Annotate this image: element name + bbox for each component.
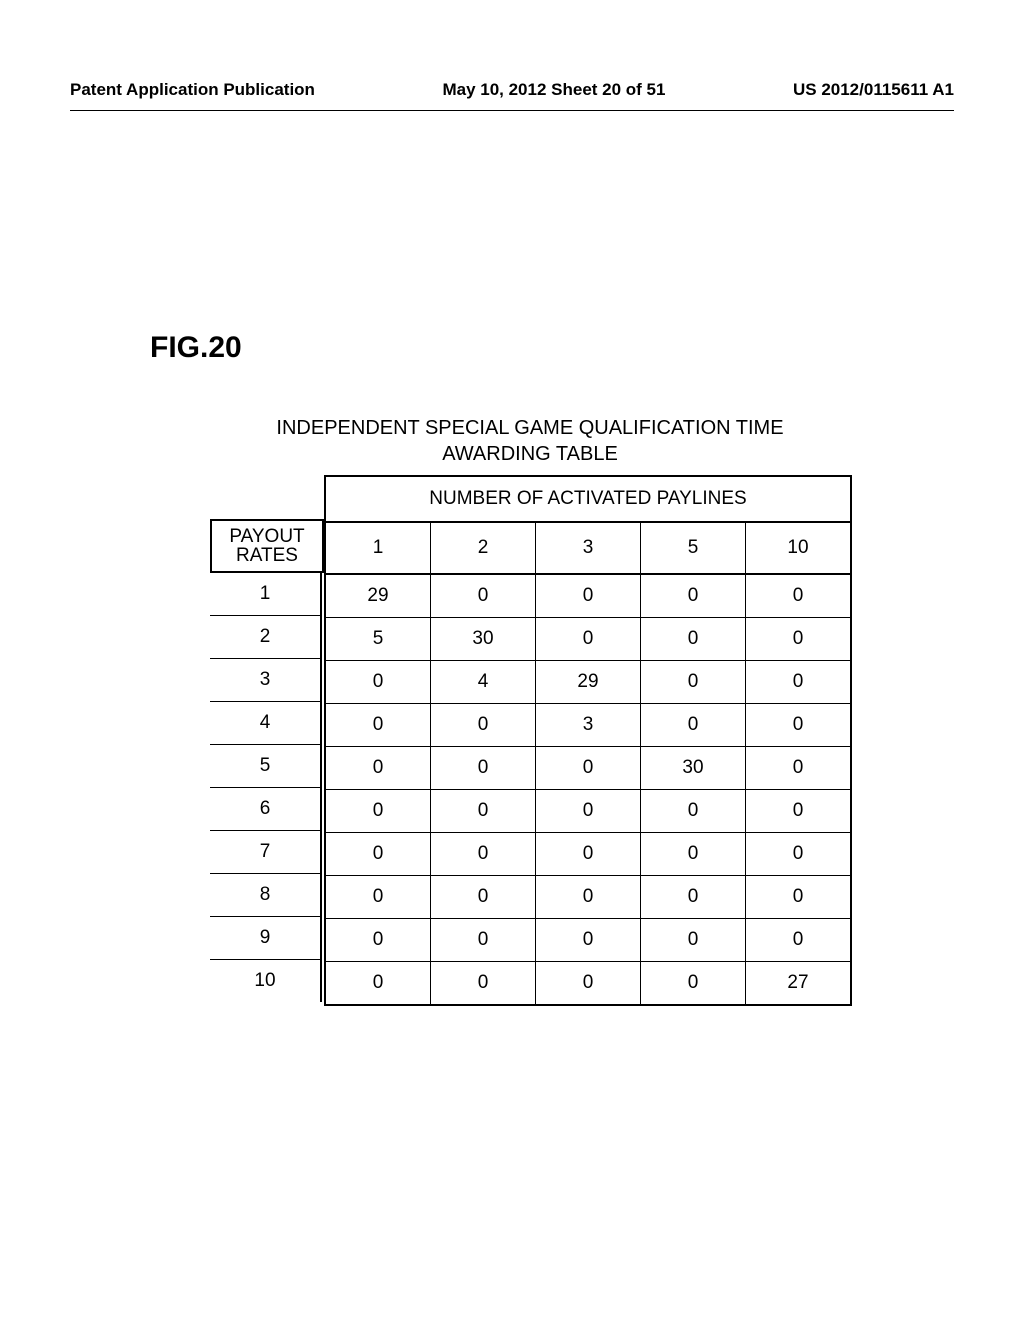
table-cell: 0 <box>641 575 746 618</box>
header-left: Patent Application Publication <box>70 80 315 100</box>
row-label: 2 <box>210 616 322 659</box>
table-cell: 29 <box>326 575 431 618</box>
figure-label: FIG.20 <box>150 331 954 365</box>
column-header: 1 <box>326 523 431 575</box>
table-cell: 0 <box>746 747 850 790</box>
table-cell: 0 <box>326 919 431 962</box>
table-cell: 0 <box>746 790 850 833</box>
table-cell: 0 <box>536 618 641 661</box>
table-cell: 27 <box>746 962 850 1004</box>
table-cell: 0 <box>431 704 536 747</box>
table-row: 0 0 0 0 0 <box>326 919 850 962</box>
column-header: 2 <box>431 523 536 575</box>
row-label: 10 <box>210 960 322 1002</box>
table-cell: 4 <box>431 661 536 704</box>
row-label: 8 <box>210 874 322 917</box>
page-header: Patent Application Publication May 10, 2… <box>70 80 954 111</box>
table-cell: 3 <box>536 704 641 747</box>
table-title-line2: AWARDING TABLE <box>442 443 618 465</box>
table-cell: 0 <box>746 661 850 704</box>
table-cell: 0 <box>536 962 641 1004</box>
table-row: 0 0 0 30 0 <box>326 747 850 790</box>
table-cell: 29 <box>536 661 641 704</box>
table-cell: 0 <box>641 618 746 661</box>
table-cell: 30 <box>641 747 746 790</box>
table-row: 29 0 0 0 0 <box>326 575 850 618</box>
table-cell: 0 <box>746 833 850 876</box>
table-cell: 30 <box>431 618 536 661</box>
table-row: 5 30 0 0 0 <box>326 618 850 661</box>
table-cell: 0 <box>431 747 536 790</box>
table-cell: 0 <box>431 962 536 1004</box>
table-row: 0 0 0 0 0 <box>326 876 850 919</box>
table-cell: 0 <box>641 919 746 962</box>
table-row: 0 4 29 0 0 <box>326 661 850 704</box>
table-title: INDEPENDENT SPECIAL GAME QUALIFICATION T… <box>210 415 850 467</box>
table-cell: 0 <box>431 876 536 919</box>
table-cell: 0 <box>746 876 850 919</box>
table-cell: 0 <box>641 962 746 1004</box>
table-title-line1: INDEPENDENT SPECIAL GAME QUALIFICATION T… <box>276 417 783 439</box>
row-label: 7 <box>210 831 322 874</box>
table-cell: 0 <box>536 790 641 833</box>
table-cell: 0 <box>431 919 536 962</box>
table-cell: 0 <box>746 704 850 747</box>
header-right: US 2012/0115611 A1 <box>793 80 954 100</box>
table-row: 0 0 0 0 27 <box>326 962 850 1004</box>
stub-header: PAYOUT RATES <box>210 519 324 573</box>
column-header: 10 <box>746 523 850 575</box>
row-label: 6 <box>210 788 322 831</box>
table-cell: 0 <box>326 704 431 747</box>
column-header: 5 <box>641 523 746 575</box>
table-cell: 0 <box>536 833 641 876</box>
row-label: 9 <box>210 917 322 960</box>
column-header: 3 <box>536 523 641 575</box>
table-cell: 0 <box>536 575 641 618</box>
header-center: May 10, 2012 Sheet 20 of 51 <box>442 80 665 100</box>
table-row: 0 0 0 0 0 <box>326 833 850 876</box>
table-cell: 0 <box>746 919 850 962</box>
table-cell: 0 <box>431 833 536 876</box>
table-cell: 0 <box>536 876 641 919</box>
table-cell: 0 <box>746 575 850 618</box>
table-row: 0 0 3 0 0 <box>326 704 850 747</box>
row-label: 3 <box>210 659 322 702</box>
row-label: 5 <box>210 745 322 788</box>
column-header-row: 1 2 3 5 10 <box>326 523 850 575</box>
table-cell: 0 <box>431 575 536 618</box>
table-cell: 0 <box>431 790 536 833</box>
stub-spacer <box>210 475 324 519</box>
table-cell: 0 <box>326 962 431 1004</box>
table-cell: 0 <box>326 790 431 833</box>
table-row: 0 0 0 0 0 <box>326 790 850 833</box>
row-label: 4 <box>210 702 322 745</box>
table-cell: 0 <box>641 790 746 833</box>
table-cell: 0 <box>641 704 746 747</box>
table-stub-column: PAYOUT RATES 1 2 3 4 5 6 7 8 9 10 <box>210 475 324 1006</box>
table-cell: 0 <box>536 919 641 962</box>
table-cell: 0 <box>641 876 746 919</box>
table-cell: 0 <box>326 661 431 704</box>
table-cell: 0 <box>536 747 641 790</box>
table-cell: 0 <box>641 833 746 876</box>
table-grid: NUMBER OF ACTIVATED PAYLINES 1 2 3 5 10 … <box>324 475 852 1006</box>
row-label: 1 <box>210 573 322 616</box>
table-cell: 0 <box>746 618 850 661</box>
table-cell: 5 <box>326 618 431 661</box>
table-cell: 0 <box>641 661 746 704</box>
awarding-table: PAYOUT RATES 1 2 3 4 5 6 7 8 9 10 NUMBER… <box>210 475 954 1006</box>
page: Patent Application Publication May 10, 2… <box>0 0 1024 1006</box>
column-span-header: NUMBER OF ACTIVATED PAYLINES <box>326 477 850 523</box>
table-cell: 0 <box>326 747 431 790</box>
table-cell: 0 <box>326 876 431 919</box>
table-cell: 0 <box>326 833 431 876</box>
